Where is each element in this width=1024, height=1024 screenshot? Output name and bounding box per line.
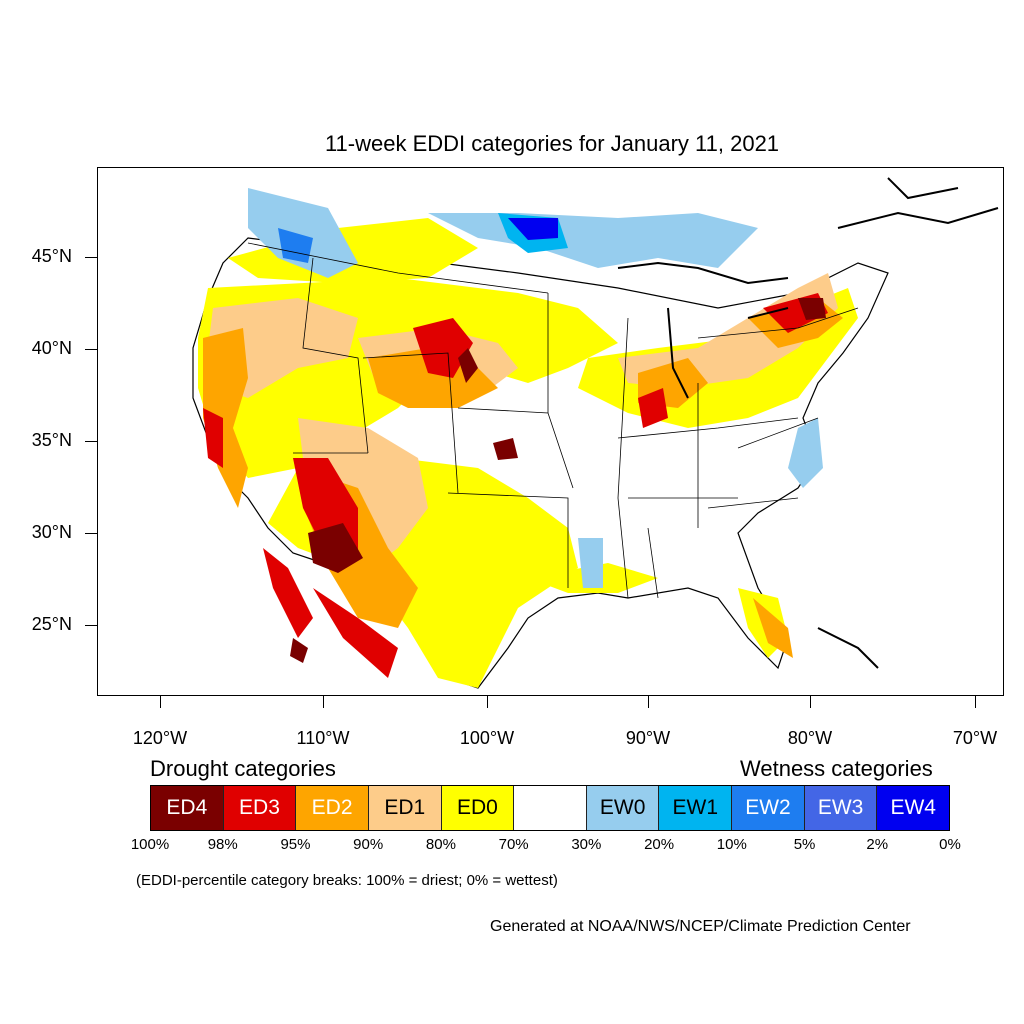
state-boundaries	[247, 242, 859, 599]
lon-tick	[810, 696, 811, 708]
lat-tick	[85, 625, 97, 626]
lon-label: 120°W	[132, 728, 188, 748]
lat-tick	[85, 441, 97, 442]
map-title: 11-week EDDI categories for January 11, …	[324, 131, 780, 156]
lon-tick	[323, 696, 324, 708]
lon-label: 110°W	[296, 728, 350, 748]
percentile-break-label: 20%	[644, 836, 675, 853]
legend-box-ew2: EW2	[732, 786, 805, 830]
ew-areas	[248, 188, 823, 588]
percentile-break-label: 80%	[425, 836, 456, 853]
lon-label: 80°W	[787, 728, 833, 748]
ed4-areas	[290, 298, 826, 663]
percentile-break-label: 70%	[498, 836, 529, 853]
lon-tick	[648, 696, 649, 708]
legend-box-ed0: ED0	[441, 786, 515, 830]
lon-tick	[160, 696, 161, 708]
lat-label: 35°N	[31, 430, 72, 450]
percentile-break-label: 5%	[793, 836, 816, 853]
legend-box-ew0: EW0	[586, 786, 660, 830]
ed3-areas	[203, 293, 828, 678]
lon-label: 90°W	[625, 728, 671, 748]
percentile-break-label: 0%	[939, 836, 961, 853]
lat-label: 25°N	[31, 614, 72, 634]
lon-tick	[487, 696, 488, 708]
lon-tick	[975, 696, 976, 708]
lat-tick	[85, 349, 97, 350]
percentile-break-label: 95%	[280, 836, 311, 853]
legend-note: (EDDI-percentile category breaks: 100% =…	[136, 872, 558, 889]
map-canvas	[192, 177, 999, 689]
lat-tick	[85, 533, 97, 534]
coastlines	[617, 177, 999, 669]
percentile-break-label: 98%	[207, 836, 238, 853]
legend-box-neutral	[514, 786, 587, 830]
eddi-map	[97, 167, 1004, 696]
lat-label: 30°N	[31, 522, 72, 542]
legend-box-ed4: ED4	[151, 786, 224, 830]
category-legend: ED4 ED3 ED2 ED1 ED0 EW0 EW1 EW2 EW3 EW4	[150, 785, 950, 831]
percentile-break-label: 90%	[353, 836, 384, 853]
percentile-break-label: 30%	[571, 836, 602, 853]
percentile-break-label: 100%	[130, 836, 170, 853]
lat-label: 45°N	[31, 246, 72, 266]
lat-label: 40°N	[31, 338, 72, 358]
legend-box-ew1: EW1	[659, 786, 733, 830]
wetness-categories-heading: Wetness categories	[740, 756, 933, 781]
credit-line: Generated at NOAA/NWS/NCEP/Climate Predi…	[490, 918, 911, 935]
legend-box-ew4: EW4	[877, 786, 950, 830]
drought-categories-heading: Drought categories	[150, 756, 336, 781]
lon-label: 70°W	[952, 728, 998, 748]
lon-label: 100°W	[459, 728, 515, 748]
legend-box-ew3: EW3	[804, 786, 878, 830]
legend-box-ed2: ED2	[296, 786, 369, 830]
percentile-break-label: 10%	[716, 836, 747, 853]
legend-box-ed1: ED1	[368, 786, 442, 830]
lat-tick	[85, 257, 97, 258]
percentile-break-label: 2%	[866, 836, 889, 853]
legend-box-ed3: ED3	[223, 786, 297, 830]
